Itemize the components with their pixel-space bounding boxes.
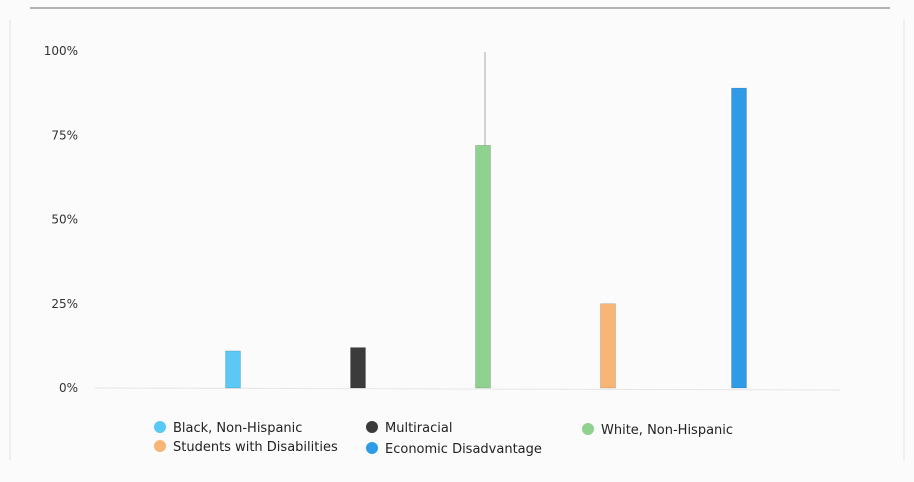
legend-swatch-5[interactable] <box>366 442 378 454</box>
legend-swatch-4[interactable] <box>154 440 166 452</box>
bar-1[interactable] <box>225 350 241 389</box>
y-tick-label: 75% <box>51 128 78 142</box>
legend-label-1[interactable]: Black, Non-Hispanic <box>173 421 302 436</box>
bar-2[interactable] <box>350 347 366 389</box>
legend-label-2[interactable]: Multiracial <box>385 421 452 436</box>
legend-swatch-3[interactable] <box>582 423 594 435</box>
legend: Black, Non-Hispanic Multiracial White, Non… <box>154 421 733 457</box>
y-tick-label: 0% <box>59 381 78 395</box>
y-axis: 0% 25% 50% 75% 100% <box>44 44 78 395</box>
legend-label-4[interactable]: Students with Disabilities <box>173 440 338 455</box>
y-tick-label: 100% <box>44 44 78 58</box>
legend-label-3[interactable]: White, Non-Hispanic <box>601 423 733 438</box>
legend-swatch-1[interactable] <box>154 421 166 433</box>
bars <box>225 87 747 389</box>
legend-swatch-2[interactable] <box>366 421 378 433</box>
bar-3[interactable] <box>475 145 491 389</box>
y-tick-label: 50% <box>51 213 78 227</box>
baseline <box>94 387 841 391</box>
y-tick-label: 25% <box>51 297 78 311</box>
bar-4[interactable] <box>600 303 616 389</box>
bar-5[interactable] <box>731 87 747 389</box>
legend-label-5[interactable]: Economic Disadvantage <box>385 442 542 457</box>
